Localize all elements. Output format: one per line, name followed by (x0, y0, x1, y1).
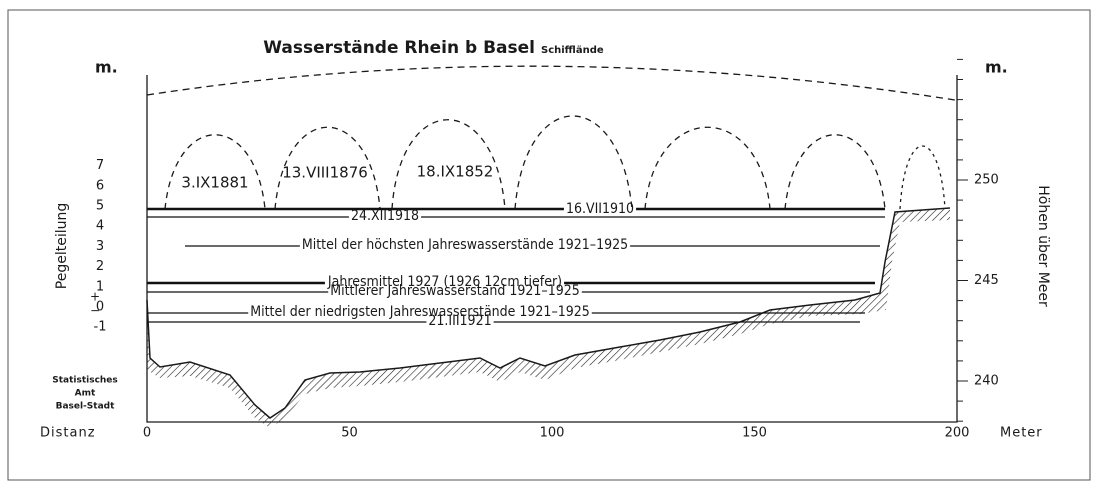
label-gap (248, 311, 592, 315)
flood-label: 18.IX1852 (417, 163, 494, 181)
level-label: Mittel der höchsten Jahreswasserstände 1… (302, 237, 628, 253)
left-tick-label: 6 (96, 178, 104, 193)
credit: Statistisches (52, 376, 118, 386)
left-tick-label: 3 (96, 239, 104, 254)
left-axis-label: Pegelteilung (54, 203, 70, 289)
level-label: Jahresmittel 1927 (1926 12cm tiefer) (327, 274, 562, 290)
label-gap (426, 320, 494, 324)
title: Wasserstände Rhein b Basel (263, 38, 535, 58)
right-tick-label: 250 (974, 173, 999, 188)
label-gap (324, 281, 565, 285)
arches (164, 115, 946, 210)
right-axis-label: Höhen über Meer (1035, 185, 1051, 307)
label-gap (348, 215, 422, 219)
left-tick-label: 1 (96, 279, 104, 294)
left-unit: m. (95, 58, 118, 77)
level-label: 24.XII1918 (351, 208, 419, 224)
subtitle: Schifflände (541, 45, 604, 56)
label-gap (563, 207, 637, 211)
x-axis-label: Distanz (40, 426, 96, 441)
right-unit: m. (985, 58, 1008, 77)
level-label: 16.VII1910 (566, 201, 634, 217)
flood-label: 3.IX1881 (181, 174, 248, 192)
level-label: Mittel der niedrigsten Jahreswasserständ… (250, 304, 590, 320)
axes (146, 75, 958, 423)
x-tick-label: 200 (945, 426, 970, 441)
x-tick-label: 0 (143, 426, 151, 441)
level-label: Mittlerer Jahreswasserstand 1921–1925 (330, 283, 580, 299)
left-tick-label: 0 (96, 300, 104, 315)
riverbed-line (146, 207, 951, 419)
frame (7, 9, 1091, 481)
credit: Amt (75, 389, 96, 399)
sign: + (90, 289, 100, 303)
left-tick-label: 2 (96, 259, 104, 274)
flood-label: 13.VIII1876 (282, 164, 368, 182)
left-tick-label: 4 (96, 219, 104, 234)
bridge-deck (146, 65, 956, 101)
left-tick-label: 5 (96, 199, 104, 214)
credit: Basel-Stadt (56, 402, 116, 412)
right-tick-label: 245 (974, 273, 999, 288)
x-tick-label: 150 (742, 426, 767, 441)
label-gap (328, 290, 582, 294)
x-tick-label: 50 (341, 426, 358, 441)
left-tick-label: -1 (94, 320, 107, 335)
left-tick-label: 7 (96, 158, 104, 173)
level-label: 21.III1921 (428, 313, 491, 329)
label-gap (299, 244, 631, 248)
right-tick-label: 240 (974, 374, 999, 389)
x-axis-unit: Meter (1000, 426, 1043, 441)
sign: − (90, 304, 100, 318)
x-tick-label: 100 (540, 426, 565, 441)
